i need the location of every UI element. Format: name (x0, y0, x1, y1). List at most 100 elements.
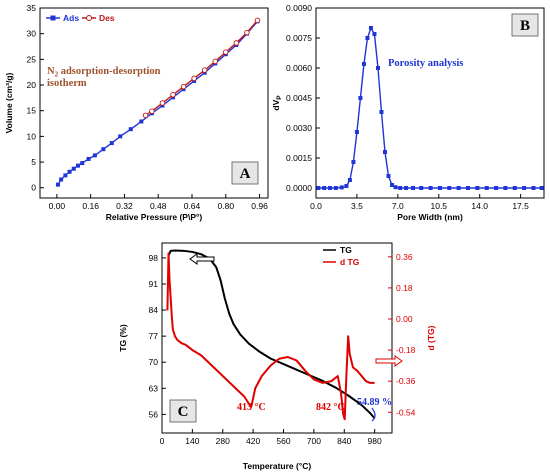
2-xtick-label: 700 (307, 436, 321, 446)
panel-b-letter-box (511, 13, 539, 37)
ytick-label: 30 (27, 29, 37, 39)
pore-series-point (531, 186, 536, 190)
ytick-label: 63 (149, 383, 159, 393)
pore-series-point (456, 186, 461, 190)
ads-series-point (71, 166, 76, 171)
ytick-label: 98 (149, 253, 159, 263)
ytick-label: 0.0045 (286, 93, 312, 103)
legend-des-marker (86, 15, 92, 21)
2-xtick-label: 140 (185, 436, 199, 446)
des-series-point (149, 108, 155, 114)
panel-c-chart: 0 140 280 420 560 700 840 980 56 63 70 77 84 91 98 -0… (118, 242, 436, 471)
pore-series-point (428, 186, 433, 190)
pore-series-point (322, 186, 327, 190)
panel-a-annotation-line2: isotherm (47, 78, 87, 89)
2-xtick-label: 280 (216, 436, 230, 446)
ads-series-point (109, 141, 114, 146)
1-xtick-label: 3.5 (351, 201, 363, 211)
ytick-label: 35 (27, 3, 37, 13)
ads-series-point (55, 182, 60, 187)
0-xtick-label: 0.64 (184, 201, 201, 211)
pore-series-point (503, 186, 508, 190)
des-series-point (180, 83, 187, 90)
pore-series-point (328, 186, 333, 190)
1-xtick-label: 0.0 (310, 201, 322, 211)
ytick-label: 0.0030 (286, 123, 312, 133)
ads-series-point (67, 169, 72, 174)
pore-series-point (365, 36, 370, 40)
ytick-label: 20 (27, 80, 37, 90)
panel-c-peak-413: 413 °C (237, 402, 266, 413)
legend-ads-marker (50, 15, 56, 21)
0-xtick-label: 0.32 (116, 201, 133, 211)
panel-c-ylabel-right: d (TG) (426, 325, 436, 350)
pore-series-point (447, 186, 452, 190)
pore-series-point (339, 185, 344, 190)
panel-c-final-mass-pointer (371, 407, 376, 422)
panel-a-chart: 0.00 0.16 0.32 0.48 0.64 0.80 0.96 0 5 10 15 20 25 3… (4, 3, 269, 222)
panel-a-x-ticks: 0.00 0.16 0.32 0.48 0.64 0.80 0.96 (49, 194, 268, 211)
0-xtick-label: 0.16 (82, 201, 99, 211)
des-series-point (159, 100, 166, 106)
ads-series-point (92, 153, 97, 158)
ytick-label: 0.00 (396, 314, 413, 324)
pore-series-point (393, 185, 398, 190)
ytick-label: 0.0060 (286, 63, 312, 73)
2-xtick-label: 560 (276, 436, 290, 446)
ytick-label: 0.36 (396, 252, 413, 262)
ytick-label: 0.0015 (286, 153, 312, 163)
panel-b-xlabel: Pore Width (nm) (397, 212, 463, 222)
panel-a-xlabel: Relative Pressure (P\P°) (106, 212, 203, 222)
pore-series-point (358, 96, 363, 100)
pore-series-point (475, 186, 480, 190)
panel-c-final-mass: 54.89 % (357, 397, 392, 408)
2-xtick-label: 420 (246, 436, 260, 446)
pore-series-point (466, 186, 470, 190)
des-series-point (244, 29, 250, 36)
pore-series-point (344, 184, 349, 188)
des-series-point (223, 49, 229, 55)
panel-c-frame (161, 242, 393, 434)
dtg-series-line (166, 252, 375, 421)
panel-a-y-ticks: 0 5 10 15 20 25 30 35 (27, 3, 44, 193)
des-series-point (201, 67, 208, 73)
pore-series-point (404, 186, 409, 190)
pore-series-point (411, 186, 416, 190)
pore-series-point (382, 150, 387, 154)
des-series-point (233, 40, 240, 46)
panel-a-letter: A (240, 166, 251, 182)
panel-c-ylabel: TG (%) (118, 324, 128, 352)
legend-dtg-label: d TG (340, 257, 360, 267)
panel-a-frame (39, 7, 269, 199)
1-xtick-label: 10.5 (430, 201, 447, 211)
panel-b-y-ticks: 0.0000 0.0015 0.0030 0.0045 0.0060 0.0075 0.00… (286, 3, 320, 193)
ads-series-point (80, 161, 85, 166)
panel-a-plot-area (55, 17, 261, 187)
pore-series-point (354, 130, 359, 134)
ads-series-point (139, 119, 144, 124)
ytick-label: 91 (149, 279, 159, 289)
ytick-label: 0.0000 (286, 183, 312, 193)
pore-series-point (347, 178, 352, 182)
des-series-point (254, 17, 261, 24)
0-xtick-label: 0.80 (218, 201, 235, 211)
panel-c-x-ticks: 0 140 280 420 560 700 840 980 (160, 429, 382, 446)
ytick-label: 0.0090 (286, 3, 312, 13)
panel-c-letter: C (178, 404, 189, 420)
des-series-point (142, 112, 149, 119)
pore-series-point (484, 186, 489, 190)
ads-series-point (101, 147, 106, 152)
ads-series-point (86, 156, 91, 161)
pore-series-point (379, 110, 384, 114)
ytick-label: 10 (27, 131, 37, 141)
pore-series-point (316, 186, 321, 190)
pore-series-point (419, 186, 424, 190)
panel-c-xlabel: Temperature (°C) (243, 461, 312, 471)
panel-a-annotation: N2 adsorption-desorption (47, 66, 161, 79)
panel-c-plot-area (166, 249, 376, 421)
ytick-label: -0.18 (396, 345, 416, 355)
panel-c-y-ticks: 56 63 70 77 84 91 98 (149, 253, 166, 419)
ads-series-point (76, 163, 80, 168)
ytick-label: 5 (31, 157, 36, 167)
